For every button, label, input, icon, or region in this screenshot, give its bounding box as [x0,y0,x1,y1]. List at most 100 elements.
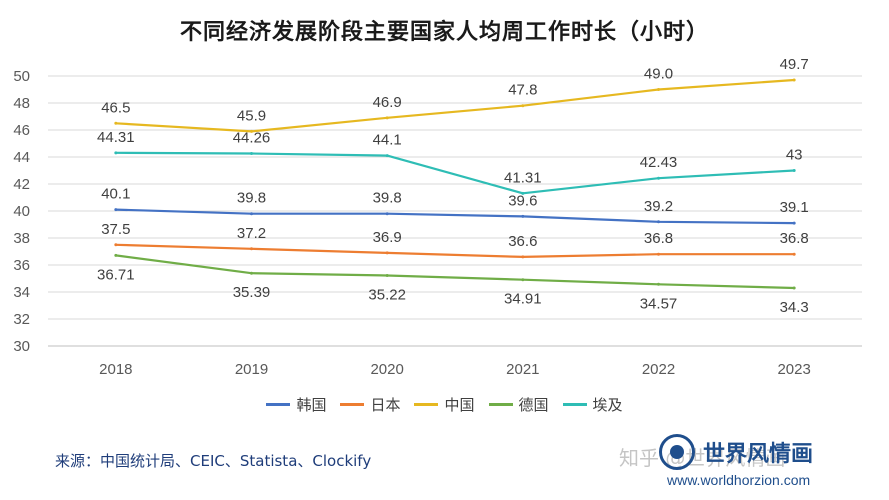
legend-label: 韩国 [296,396,327,414]
data-label: 39.8 [373,190,402,207]
line-chart: 30 32 34 36 38 40 42 44 46 48 50 2018 2019 2020 2021 20… [13,56,862,378]
legend: 韩国 日本 中国 德国 埃及 [0,394,889,415]
data-label: 49.0 [644,66,673,83]
legend-label: 埃及 [592,396,623,414]
brand-url: www.worldhorzion.com [667,472,811,488]
source-note: 来源：中国统计局、CEIC、Statista、Clockify [55,452,372,470]
data-point [250,151,253,155]
data-point [792,221,796,225]
data-point [114,151,118,155]
data-point [521,191,525,195]
data-point [385,274,389,278]
data-label: 39.8 [237,190,266,207]
data-label: 37.5 [101,221,130,238]
data-label: 44.26 [233,129,271,146]
data-label: 49.7 [780,56,809,73]
data-point [521,278,525,282]
series-line [115,254,795,290]
data-label: 44.1 [373,132,402,149]
data-label: 37.2 [237,225,266,242]
data-label: 46.9 [373,94,402,111]
y-tick-label: 30 [13,338,30,355]
legend-swatch [562,403,587,406]
data-label: 40.1 [101,186,130,203]
data-point [250,129,253,133]
y-tick-label: 42 [13,176,30,193]
y-tick-label: 40 [13,203,30,220]
data-point [657,220,660,224]
legend-swatch [488,403,513,406]
data-label: 34.91 [504,291,542,308]
x-tick-label: 2021 [506,361,539,378]
data-point [792,78,796,82]
data-point [250,271,253,275]
data-label: 46.5 [101,99,130,116]
chart-title: 不同经济发展阶段主要国家人均周工作时长（小时） [179,20,709,45]
series-line [115,78,795,133]
data-point [657,176,660,180]
data-label: 36.8 [780,230,809,247]
data-label: 47.8 [508,82,537,99]
data-label: 35.39 [233,284,271,301]
data-point [114,121,118,125]
data-label: 36.9 [373,229,402,246]
y-tick-label: 36 [13,257,30,274]
data-label: 36.8 [644,230,673,247]
data-label: 34.3 [780,299,809,316]
data-label: 41.31 [504,169,542,186]
data-label: 39.2 [644,198,673,215]
y-tick-label: 46 [13,122,30,139]
x-tick-label: 2020 [370,361,403,378]
data-label: 36.71 [97,266,135,283]
data-label: 39.6 [508,192,537,209]
data-label: 44.31 [97,129,135,146]
globe-logo-icon [659,434,695,470]
data-point [521,214,525,218]
y-tick-label: 48 [13,95,30,112]
data-label: 36.6 [508,233,537,250]
legend-label: 中国 [444,396,475,414]
data-label: 35.22 [368,287,406,304]
data-point [521,255,525,259]
x-tick-label: 2019 [235,361,268,378]
data-point [250,247,253,251]
brand-block: 知乎 @世界风情画 世界风情画 www.worldhorzion.com [619,432,859,492]
y-tick-label: 38 [13,230,30,247]
data-point [250,212,253,216]
data-label: 43 [786,147,803,164]
y-tick-label: 44 [13,149,30,166]
legend-item: 韩国 [266,394,326,415]
legend-swatch [414,403,439,406]
series-line [115,243,795,258]
legend-label: 德国 [518,396,549,414]
legend-item: 德国 [488,394,549,415]
data-point [114,243,118,247]
series-line [115,208,795,225]
y-tick-label: 32 [13,311,30,328]
legend-item: 中国 [414,394,475,415]
watermark-text: 知乎 @世界风情画 [619,446,786,470]
data-point [521,104,525,108]
data-point [385,212,389,216]
data-point [792,252,796,256]
data-point [657,88,660,91]
data-point [385,154,389,158]
brand-name: 世界风情画 [703,442,814,467]
data-point [385,251,389,255]
y-tick-label: 50 [13,68,30,85]
data-point [657,282,660,286]
data-point [114,253,118,257]
x-tick-label: 2022 [642,361,675,378]
legend-item: 日本 [340,394,400,415]
data-label: 39.1 [780,199,809,216]
legend-item: 埃及 [562,394,623,415]
data-label: 34.57 [640,295,678,312]
data-point [385,116,389,120]
data-point [657,252,660,256]
data-point [792,286,796,290]
data-label: 45.9 [237,107,266,124]
legend-label: 日本 [370,396,401,414]
series-line [115,151,795,195]
x-tick-label: 2018 [99,361,132,378]
y-tick-label: 34 [13,284,30,301]
